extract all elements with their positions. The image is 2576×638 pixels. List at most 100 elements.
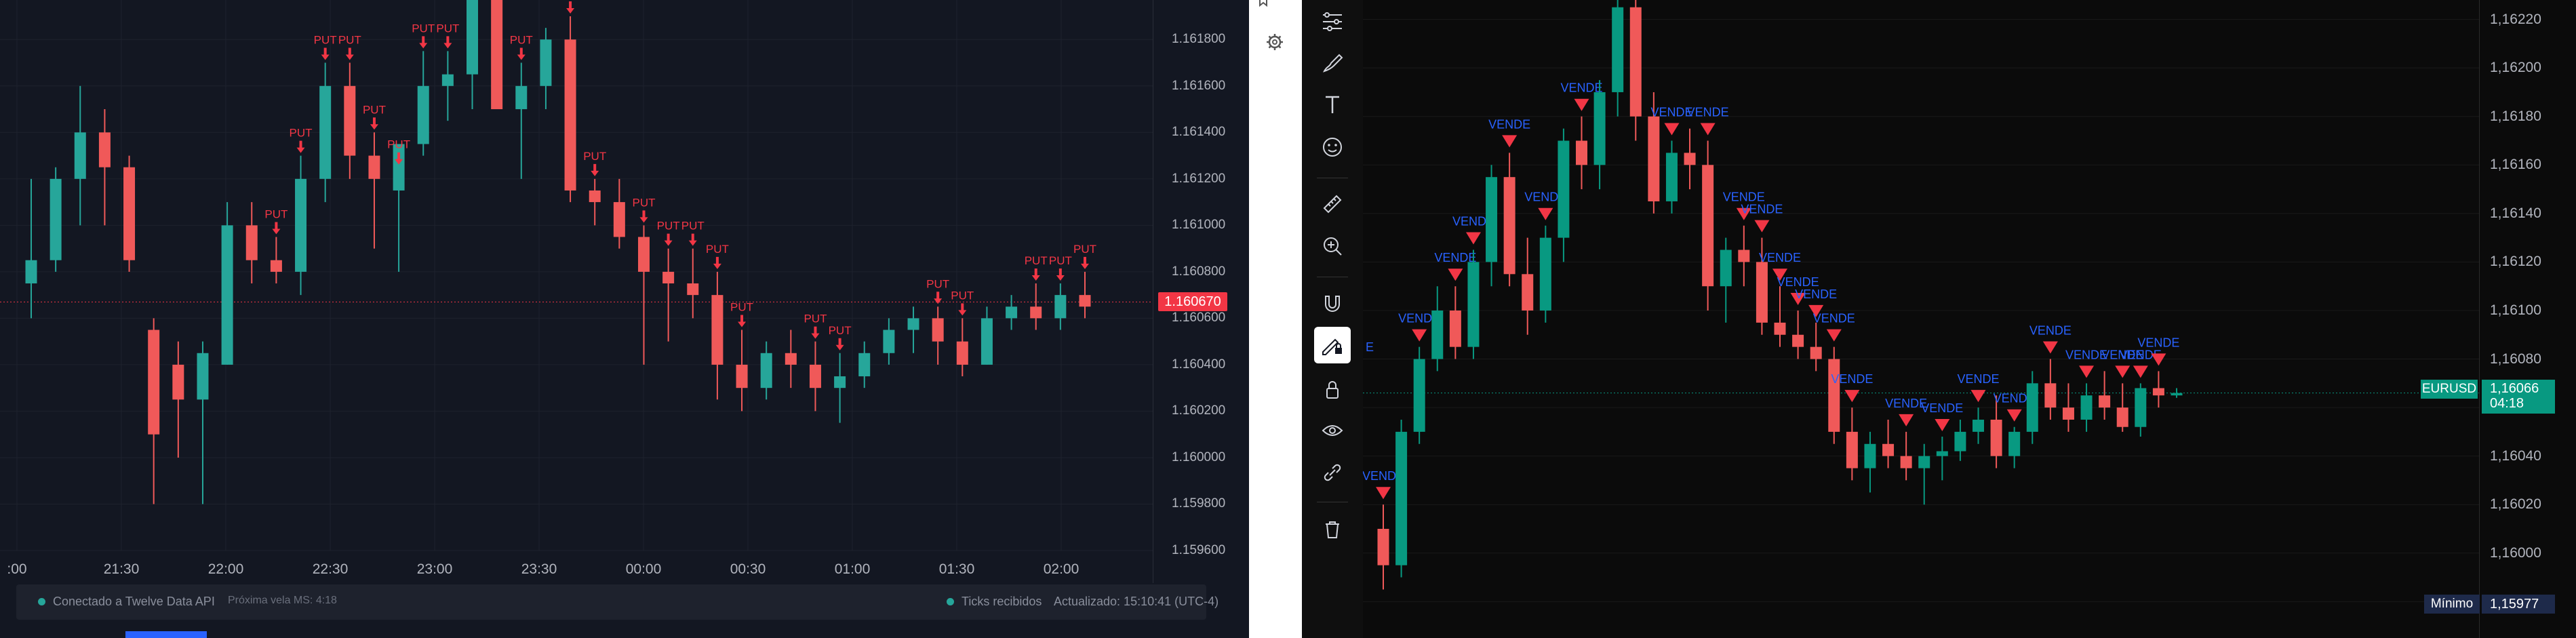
candle-body [1973,419,1984,432]
right-candlestick-chart[interactable]: VENDEVENDEVENDEVENDEVENDEVENDEVENDEVENDE… [1363,0,2576,638]
lock-drawing-icon[interactable] [1314,327,1351,363]
down-arrow-icon [321,47,330,60]
down-arrow-icon [370,117,378,130]
candle-body [1684,153,1696,165]
vende-label: VENDE [1723,191,1765,204]
candle-body [197,353,209,400]
trend-lines-icon[interactable] [1314,3,1351,40]
bookmark-icon[interactable] [1259,0,1267,7]
horizontal-scrollbar[interactable] [125,631,207,638]
candle-body [907,318,919,330]
candle-body [1720,250,1732,287]
zoom-in-icon[interactable] [1314,228,1351,264]
right-chart-panel[interactable]: VENDE VENDE VENDE VENDE VENDE VENDE VENDE VENDE… [1363,0,2576,638]
put-signal: PUT [926,277,949,304]
vende-signal: VENDE [1687,106,1729,136]
candle-body [1431,310,1444,359]
put-signal: PUT [804,313,827,339]
vende-label: VENDE [1363,469,1404,483]
side-gap [1249,0,1302,638]
candle-body [2044,383,2057,408]
down-arrow-icon [738,315,747,327]
connection-status-text: Conectado a Twelve Data API [53,595,215,608]
candle [785,330,797,388]
text-icon[interactable] [1314,87,1351,123]
ruler-icon[interactable] [1314,186,1351,222]
candle-body [74,132,86,179]
candle-body [441,74,454,86]
candle [2080,383,2093,432]
magnet-icon[interactable] [1314,285,1351,321]
put-label: PUT [290,127,313,140]
vende-label: VENDE [1795,287,1837,301]
candle [1665,140,1678,214]
down-arrow-icon [517,47,526,60]
put-label: PUT [1049,254,1072,267]
candle-body [491,0,503,110]
candle [368,132,380,249]
vende-signal: VENDE [2120,348,2162,378]
candle-body [467,0,479,75]
put-signal: PUT [657,220,680,246]
candle [564,16,576,203]
put-signal: PUT [314,34,337,60]
vende-signal: VENDE [1777,275,1819,305]
price-tick-label: 1,16140 [2490,205,2541,221]
vende-signal: VENDE [1813,312,1855,342]
candle [711,271,724,400]
put-label: PUT [804,313,827,325]
sell-triangle-icon [1935,419,1950,432]
left-chart-panel[interactable]: PUT PUT PUT PUT PUT PUT PUT PUT PUT PUT PUT PUT PUT P… [0,0,1249,638]
emoji-icon[interactable] [1314,129,1351,165]
vende-label: VENDE [1885,397,1927,410]
right-price-axis-border [2479,0,2480,638]
down-arrow-icon [811,326,820,339]
put-label: PUT [387,138,410,151]
put-label: PUT [1025,254,1048,267]
trash-icon[interactable] [1314,511,1351,548]
eye-icon[interactable] [1314,412,1351,449]
put-label: PUT [681,220,705,233]
down-arrow-icon [934,292,943,304]
candle [760,341,772,400]
vende-label: VENDE [1524,191,1566,204]
candle-body [834,376,846,388]
candle-body [1900,456,1912,468]
sell-triangle-icon [1970,390,1986,403]
candle-body [1810,346,1822,359]
symbol-badge: EURUSD [2421,380,2478,399]
candle-body [1006,306,1018,319]
price-tick-label: 1.160800 [1172,264,1226,279]
candle [956,318,968,377]
candle-body [2116,407,2128,427]
candle [491,0,503,110]
sell-triangle-icon [1772,268,1787,281]
drawing-toolbar [1302,0,1364,638]
candle-body [687,283,699,296]
candle-body [123,167,136,260]
lock-icon[interactable] [1314,372,1351,408]
vende-signal: VENDE [1488,117,1530,148]
candle [1756,237,1768,335]
brush-icon[interactable] [1314,45,1351,81]
candle-body [932,318,944,342]
candle-body [172,364,184,400]
candle [1593,80,1606,190]
put-signal: PUT [412,22,435,49]
candle-countdown-text: 04:18 [2490,396,2524,411]
link-icon[interactable] [1314,454,1351,491]
ticks-status-icon [947,598,954,605]
candle [1810,322,1822,372]
price-tick-label: 1.160400 [1172,357,1226,372]
candle-body [2171,393,2183,396]
settings-gear-icon[interactable] [1267,34,1283,50]
vende-signal: VENDE [1524,191,1566,220]
candle-body [2099,395,2111,408]
put-signal: PUT [632,196,655,223]
candle [1467,250,1480,359]
vende-signal: VENDE [1921,401,1963,432]
candle [662,248,675,342]
price-tick-label: 1.161000 [1172,218,1226,233]
candle [1449,286,1461,359]
